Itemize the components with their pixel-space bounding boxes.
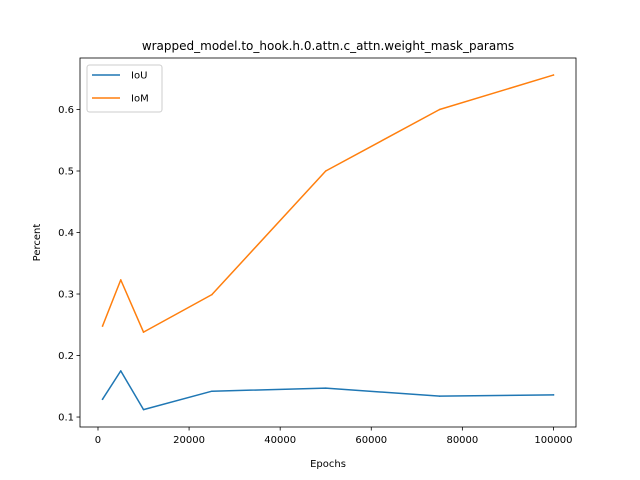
data-point-iom xyxy=(101,325,104,327)
y-axis: 0.1 0.2 0.3 0.4 0.5 0.6 xyxy=(58,105,80,424)
data-point-iom xyxy=(552,74,555,76)
y-tick-label: 0.2 xyxy=(58,351,74,362)
x-axis: 0 20000 40000 60000 80000 100000 xyxy=(95,427,573,446)
data-point-iou xyxy=(211,390,213,392)
data-point-iom xyxy=(120,279,122,281)
data-point-iou xyxy=(324,387,327,389)
plot-area xyxy=(101,74,555,411)
x-tick-label: 60000 xyxy=(355,435,387,446)
x-tick-label: 40000 xyxy=(264,435,296,446)
x-tick-label: 80000 xyxy=(446,435,478,446)
legend-box xyxy=(86,64,163,113)
axes-frame xyxy=(79,57,577,428)
x-tick-label: 0 xyxy=(95,435,101,446)
data-point-iom xyxy=(211,293,213,296)
legend-label-iom: IoM xyxy=(131,94,149,105)
x-tick-label: 20000 xyxy=(173,435,205,446)
data-point-iom xyxy=(438,108,441,111)
x-axis-label: Epochs xyxy=(310,459,346,470)
data-point-iou xyxy=(101,398,104,400)
y-tick-label: 0.4 xyxy=(58,228,74,239)
data-point-iou xyxy=(120,370,122,372)
data-point-iou xyxy=(142,408,145,411)
data-point-iom xyxy=(324,170,327,172)
y-axis-label: Percent xyxy=(32,224,43,262)
data-point-iom xyxy=(142,331,145,333)
y-tick-label: 0.6 xyxy=(58,105,74,116)
data-point-iou xyxy=(552,394,555,396)
y-tick-label: 0.1 xyxy=(58,413,74,424)
legend-label-iou: IoU xyxy=(131,71,147,82)
y-tick-label: 0.3 xyxy=(58,290,74,301)
data-point-iou xyxy=(438,395,441,397)
legend: IoU IoM xyxy=(86,64,163,113)
y-tick-label: 0.5 xyxy=(58,166,74,177)
x-tick-label: 100000 xyxy=(534,435,572,446)
chart-title: wrapped_model.to_hook.h.0.attn.c_attn.we… xyxy=(142,39,514,53)
